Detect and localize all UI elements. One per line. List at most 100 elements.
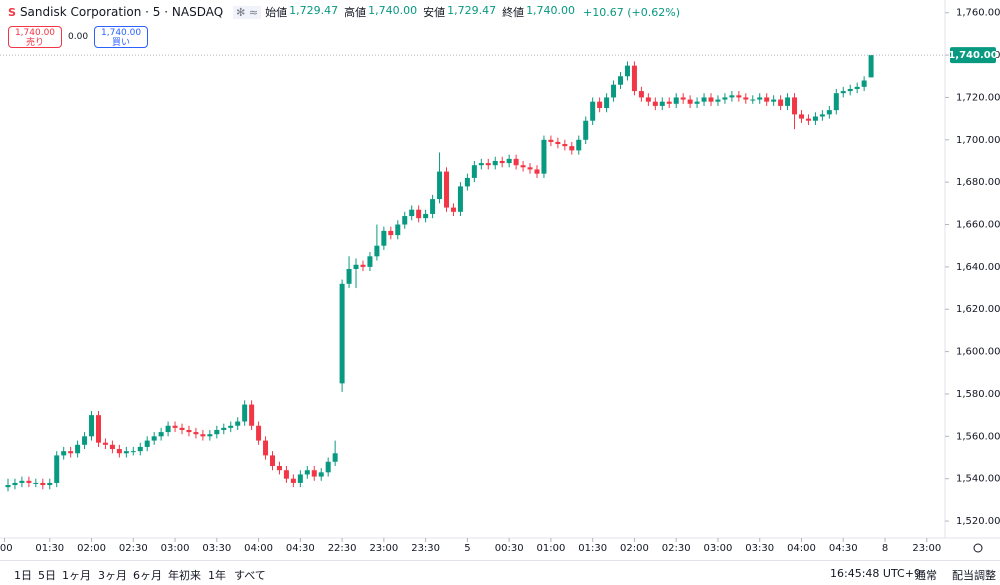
candle-body [193,432,199,435]
candle-body [353,264,359,269]
candle-body [256,425,262,441]
candle-body [652,101,658,106]
candle-body [430,199,436,214]
x-tick-label: 23:00 [912,543,941,554]
candle-body [729,95,735,98]
footer: 1日 5日 1ヶ月 3ヶ月 6ヶ月 年初来 1年 すべて 16:45:48 UTC+9 通常 … [0,560,1000,585]
candle-body [666,101,672,104]
x-tick-label: 04:00 [244,543,273,554]
candle-body [673,97,679,104]
y-tick-label: 1,540.00 [956,474,1000,485]
x-tick-label: 01:30 [35,543,64,554]
candle-body [269,455,275,466]
candle-body [792,97,798,115]
candle-body [165,425,171,433]
candle-body [304,470,310,475]
candle-body [388,230,394,236]
candle-body [263,440,269,456]
range-button[interactable]: 3ヶ月 [98,569,127,582]
range-button[interactable]: 6ヶ月 [133,569,162,582]
candle-body [82,436,88,445]
candle-body [221,427,227,430]
candle-body [137,446,143,452]
candle-body [624,65,630,77]
candle-body [102,442,108,445]
candle-body [618,76,624,85]
candle-body [534,169,540,174]
x-tick-label: 03:00 [704,543,733,554]
x-tick-label: 02:30 [662,543,691,554]
candle-body [283,470,289,479]
candle-body [339,283,345,384]
session[interactable]: 通常 [915,569,937,582]
range-button[interactable]: すべて [234,569,266,582]
adjust[interactable]: 配当調整 [952,569,996,582]
symbol[interactable]: Sandisk Corporation · 5 · NASDAQ [19,5,224,19]
candle-body [687,99,693,104]
candle-body [819,114,825,117]
icons[interactable]: ✻ ≈ [233,5,262,19]
candle-body [840,91,846,94]
candle-body [158,432,164,437]
candle-body [694,101,700,104]
buy-button[interactable]: 1,740.00 買い [94,26,149,48]
candle-body [214,429,220,435]
range-button[interactable]: 1日 [14,569,32,582]
candle-body [89,415,95,437]
y-tick-label: 1,580.00 [956,389,1000,400]
candle-body [812,116,818,121]
ohlc-value: 1,729.47 [447,4,497,17]
candle-body [805,118,811,121]
candle-body [409,209,415,217]
range-button[interactable]: 年初来 [168,569,201,582]
candle-body [771,99,777,102]
candle-body [506,158,512,164]
range-button[interactable]: 5日 [38,569,56,582]
candle-body [778,99,784,106]
candle-body [541,139,547,174]
ohlc-label: 始値 [265,6,288,19]
range-button[interactable]: 1年 [208,569,226,582]
candle-body [638,91,644,98]
candle-body [492,160,498,166]
candle-body [346,269,352,284]
candle-body [736,95,742,98]
candle-body [826,110,832,115]
candle-body [583,120,589,140]
candle-body [569,146,575,151]
x-tick-label: 5 [464,543,470,554]
candle-body [527,167,533,170]
candle-body [26,480,32,483]
candle-body [464,177,470,187]
y-tick-label: 1,720.00 [956,92,1000,103]
candle-body [485,163,491,166]
candle-body [861,80,867,87]
candle-body [833,93,839,111]
x-tick-label: 01:30 [578,543,607,554]
chart: 1,520.00 1,540.00 1,560.00 1,580.00 1,600.00… [0,0,1000,554]
y-tick-label: 1,600.00 [956,347,1000,358]
candle-body [5,485,11,488]
candle-body [708,97,714,102]
candle-body [715,99,721,102]
y-tick-label: 1,640.00 [956,262,1000,273]
ohlc-value: 1,740.00 [368,4,418,17]
candle-body [597,101,603,109]
y-tick-label: 1,560.00 [956,431,1000,442]
settings-icon[interactable] [973,543,983,553]
candle-body [423,213,429,219]
candle-body [144,440,150,447]
candle-body [750,99,756,101]
trade-panel: 1,740.00 売り 0.00 1,740.00 買い [8,26,149,48]
ohlc: 始値 1,729.47 高値 1,740.00 安値 1,729.47 終値 1,740.00 [265,4,579,20]
candle-body [297,474,303,483]
candle-body [757,97,763,100]
candle-body [276,465,282,471]
range-button[interactable]: 1ヶ月 [62,569,91,582]
candle-body [290,478,296,483]
sell-button[interactable]: 1,740.00 売り [8,26,62,48]
candle-body [360,264,366,267]
candle-body [19,480,25,483]
x-tick-label: 04:30 [286,543,315,554]
ohlc-label: 終値 [502,6,525,19]
